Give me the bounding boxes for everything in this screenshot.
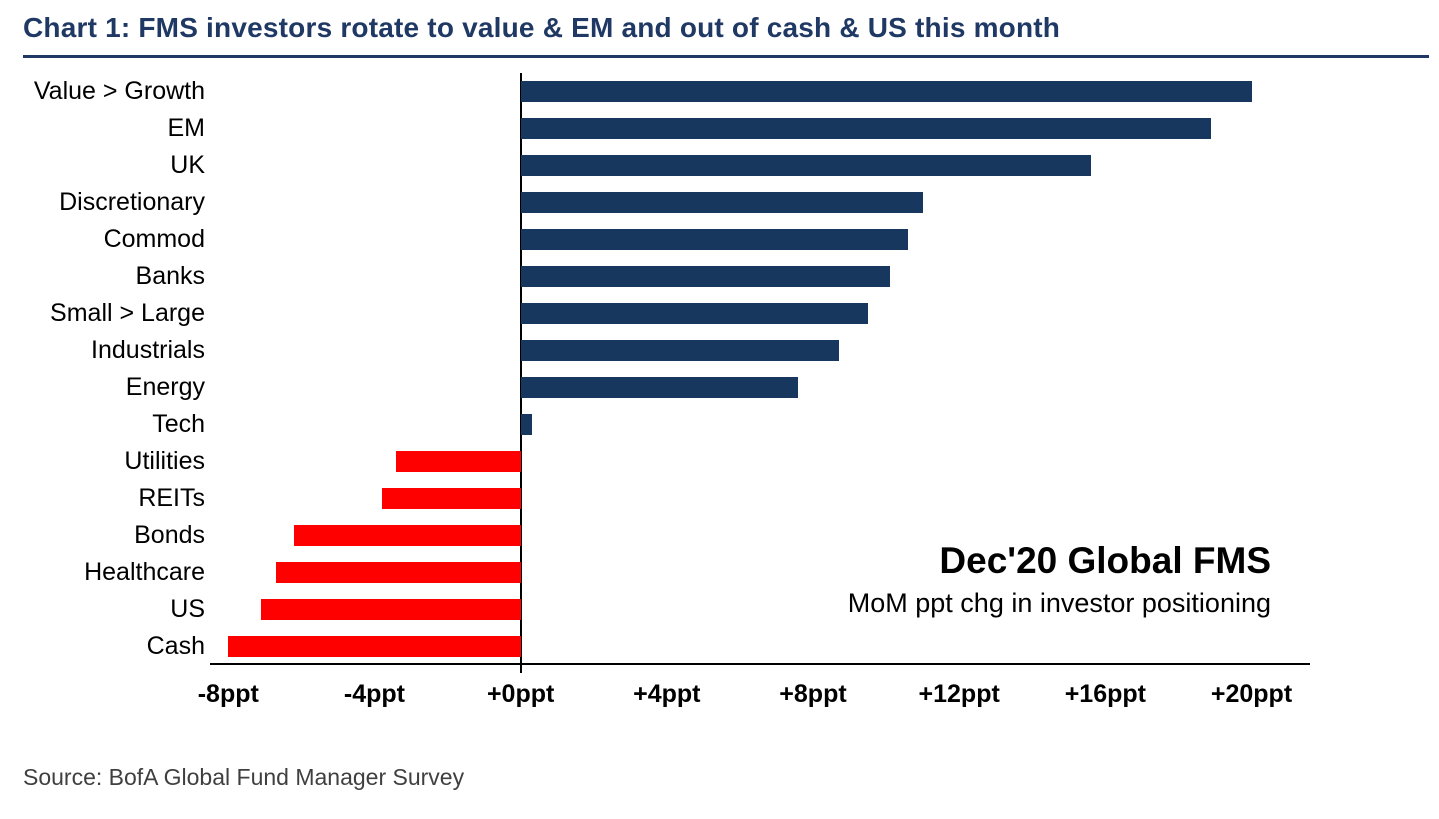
source-note: Source: BofA Global Fund Manager Survey [23, 764, 465, 790]
x-axis-ticks: -8ppt -4ppt +0ppt +4ppt +8ppt +12ppt +16ppt +20… [198, 680, 1310, 720]
x-tick-label: +20ppt [1210, 680, 1293, 708]
x-tick-label: -4ppt [343, 680, 405, 708]
category-label: EM [167, 114, 206, 142]
annotation-title: Dec'20 Global FMS [939, 540, 1271, 581]
category-label: Cash [146, 632, 205, 660]
category-label: US [170, 595, 205, 623]
category-axis: Value > Growth EM UK Discretionary Commod Ban… [0, 73, 205, 665]
category-label: Industrials [91, 336, 205, 364]
category-label: Value > Growth [33, 77, 205, 105]
x-tick-label: +12ppt [918, 680, 1000, 708]
category-label: Banks [135, 262, 205, 290]
bar [520, 414, 532, 435]
bar [520, 377, 799, 398]
bar [520, 118, 1212, 139]
bar [294, 525, 521, 546]
x-tick-label: +4ppt [633, 680, 701, 708]
category-label: Utilities [124, 447, 205, 475]
x-tick-label: +8ppt [779, 680, 847, 708]
bar [520, 81, 1252, 102]
bar [520, 229, 908, 250]
chart-plot-area [210, 73, 1310, 673]
category-label: Healthcare [84, 558, 205, 586]
x-axis-line [210, 663, 1310, 665]
bar [396, 451, 521, 472]
bar [520, 303, 868, 324]
category-label: Energy [125, 373, 205, 401]
bar [228, 636, 521, 657]
annotation-block: Dec'20 Global FMS MoM ppt chg in investo… [848, 540, 1271, 619]
annotation-subtitle: MoM ppt chg in investor positioning [847, 588, 1271, 618]
bar [520, 155, 1091, 176]
x-tick-label: -8ppt [197, 680, 259, 708]
bar [381, 488, 521, 509]
bar [275, 562, 521, 583]
category-label: Tech [152, 410, 205, 438]
category-label: Bonds [134, 521, 205, 549]
page-title: Chart 1: FMS investors rotate to value &… [23, 12, 1061, 43]
bar [520, 340, 839, 361]
category-label: Commod [103, 225, 205, 253]
x-tick-label: +0ppt [486, 680, 555, 708]
bar [520, 266, 890, 287]
title-rule [23, 55, 1429, 58]
category-label: Small > Large [50, 299, 205, 327]
bar [520, 192, 923, 213]
category-label: UK [170, 151, 205, 179]
zero-axis-line [519, 73, 522, 673]
category-label: REITs [138, 484, 205, 512]
x-tick-label: +16ppt [1064, 680, 1146, 708]
category-label: Discretionary [59, 188, 205, 216]
bar [261, 599, 521, 620]
